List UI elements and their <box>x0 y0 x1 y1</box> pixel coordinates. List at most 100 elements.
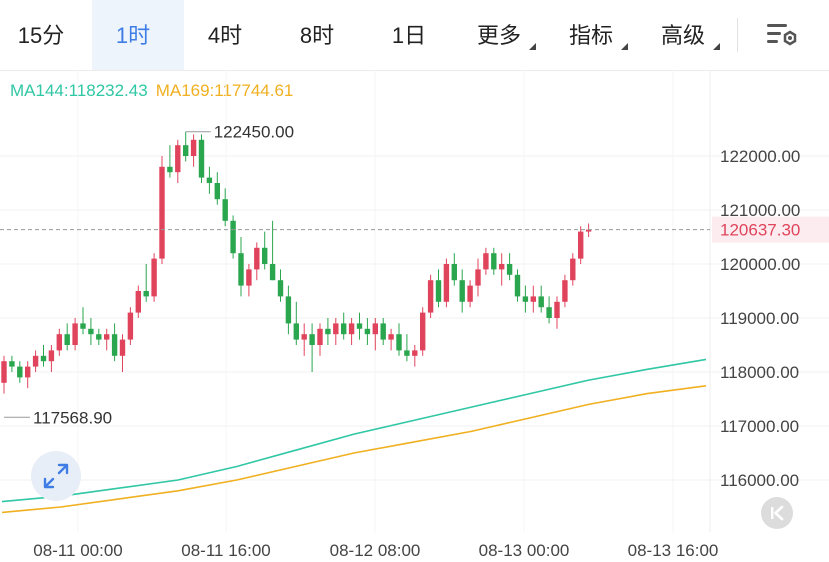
candle-body <box>198 139 205 178</box>
candle-body <box>222 199 228 221</box>
candle-body <box>459 280 465 302</box>
tab-label: 1时 <box>115 23 151 48</box>
candle-body <box>530 296 536 302</box>
candle-body <box>483 253 489 270</box>
candle-body <box>190 139 197 156</box>
candle-body <box>151 258 157 297</box>
tab-1h[interactable]: 1时 <box>92 0 184 70</box>
tab-15min[interactable]: 15分 <box>0 0 92 70</box>
candlestick-chart[interactable]: 122000.00 121000.00 120000.00 119000.00 1180… <box>0 70 829 562</box>
current-price-tag <box>712 216 829 243</box>
tab-label: 1日 <box>391 23 427 48</box>
candle-body <box>372 323 378 335</box>
y-axis-tick-label: 117000.00 <box>720 417 799 436</box>
candle-body <box>506 264 513 275</box>
x-axis-tick-label: 08-13 00:00 <box>479 541 570 560</box>
toolbar-divider <box>737 18 738 52</box>
y-axis-tick-label: 122000.00 <box>720 147 800 166</box>
candle-body <box>475 269 481 286</box>
candle-body <box>585 229 592 232</box>
candle-body <box>317 328 323 345</box>
candle-body <box>48 350 55 362</box>
candle-body <box>214 183 220 200</box>
y-axis-tick-label: 120000.00 <box>720 255 800 274</box>
candle-body <box>380 323 386 340</box>
dropdown-caret-icon <box>713 43 720 50</box>
candle-body <box>538 296 544 308</box>
jump-to-latest-icon <box>771 505 784 521</box>
ma144-line <box>1 358 707 503</box>
tab-advanced[interactable]: 高级 <box>644 0 736 70</box>
candle-body <box>17 366 23 378</box>
candle-body <box>32 355 39 367</box>
candle-body <box>491 253 497 270</box>
candle-body <box>388 334 394 340</box>
ma169-line <box>1 385 707 514</box>
candle-body <box>167 166 173 173</box>
x-axis-tick-label: 08-11 00:00 <box>33 541 122 560</box>
candle-body <box>269 264 276 281</box>
candle-body <box>301 334 307 340</box>
candle-body <box>467 285 473 302</box>
y-axis-tick-label: 119000.00 <box>720 309 799 328</box>
candle-body <box>277 280 284 297</box>
candle-body <box>309 334 315 345</box>
candle-body <box>412 350 418 356</box>
candle-body <box>341 323 347 335</box>
low-price-label: 117568.90 <box>33 408 112 427</box>
ma144-label: MA144:118232.43 <box>10 81 148 100</box>
tab-8h[interactable]: 8时 <box>276 0 368 70</box>
ma169-label: MA169:117744.61 <box>155 81 294 100</box>
candle-body <box>64 334 70 345</box>
x-axis-tick-label: 08-13 16:00 <box>628 541 719 560</box>
tab-label: 8时 <box>299 23 335 48</box>
candle-body <box>175 145 181 173</box>
tab-1d[interactable]: 1日 <box>368 0 460 70</box>
candle-body <box>135 291 141 313</box>
tab-indicators[interactable]: 指标 <box>552 0 644 70</box>
dropdown-caret-icon <box>621 43 628 50</box>
y-axis-tick-label: 118000.00 <box>720 363 799 382</box>
candle-body <box>127 312 134 340</box>
tab-more[interactable]: 更多 <box>460 0 552 70</box>
candle-body <box>562 280 568 302</box>
candle-body <box>325 328 331 335</box>
candle-body <box>9 361 15 367</box>
fullscreen-button[interactable] <box>31 451 81 501</box>
candle-body <box>230 220 236 254</box>
current-price-label: 120637.30 <box>720 221 800 240</box>
candle-body <box>333 323 339 335</box>
tab-label: 15分 <box>17 23 65 48</box>
candle-body <box>72 323 78 345</box>
candle-body <box>514 274 521 297</box>
candle-body <box>293 323 299 340</box>
candle-body <box>443 264 450 302</box>
candle-body <box>499 264 505 270</box>
candle-body <box>96 334 102 340</box>
y-axis-tick-label: 121000.00 <box>720 201 800 220</box>
y-axis-tick-label: 116000.00 <box>720 471 799 490</box>
interval-toolbar: 15分 1时 4时 8时 1日 更多 指标 高级 <box>0 0 829 71</box>
high-price-label: 122450.00 <box>214 123 294 142</box>
tab-label: 4时 <box>207 23 243 48</box>
candle-body <box>159 166 165 259</box>
candle-body <box>119 339 126 356</box>
chart-settings-icon[interactable] <box>764 19 800 53</box>
candle-body <box>420 312 426 351</box>
candle-body <box>183 145 189 156</box>
candle-body <box>104 334 110 340</box>
candle-body <box>404 350 410 356</box>
tab-4h[interactable]: 4时 <box>184 0 276 70</box>
candle-body <box>25 366 31 378</box>
candle-body <box>396 334 402 351</box>
candle-body <box>40 355 47 362</box>
ma-legend: MA144:118232.43 MA169:117744.61 <box>10 81 301 101</box>
candle-body <box>554 301 560 318</box>
candle-body <box>578 231 584 259</box>
jump-to-latest-button[interactable] <box>761 497 793 529</box>
candle-body <box>451 264 457 281</box>
candle-body <box>570 258 576 281</box>
candle-body <box>356 323 363 329</box>
candle-body <box>522 296 529 302</box>
candle-body <box>262 247 268 264</box>
